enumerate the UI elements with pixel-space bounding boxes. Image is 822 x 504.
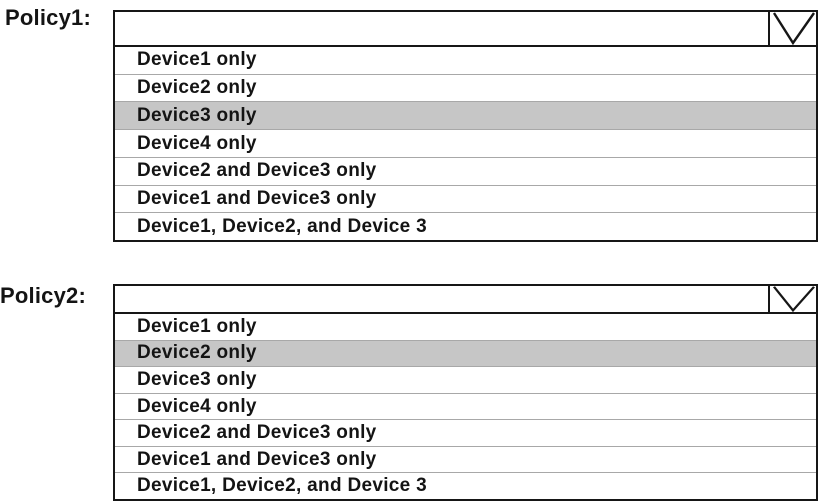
dropdown-arrow-icon xyxy=(772,286,815,312)
policy1-option-device3-only[interactable]: Device3 only xyxy=(115,101,816,130)
policy2-option-device3-only[interactable]: Device3 only xyxy=(115,366,816,393)
policy2-dropdown-header[interactable] xyxy=(115,286,816,314)
policy1-dropdown-header[interactable] xyxy=(115,12,816,47)
policy2-option-device1-and-device3[interactable]: Device1 and Device3 only xyxy=(115,445,816,473)
policy1-option-device1-device2-device3[interactable]: Device1, Device2, and Device 3 xyxy=(115,212,816,241)
policy1-option-device1-and-device3[interactable]: Device1 and Device3 only xyxy=(115,184,816,213)
policy1-label: Policy1: xyxy=(5,5,91,30)
policy1-dropdown-button[interactable] xyxy=(768,12,816,45)
policy2-label: Policy2: xyxy=(0,283,86,308)
dropdown-arrow-icon xyxy=(772,12,815,45)
policy1-option-device2-and-device3[interactable]: Device2 and Device3 only xyxy=(115,156,816,185)
policy2-option-device4-only[interactable]: Device4 only xyxy=(115,392,816,420)
policy2-options-list: Device1 only Device2 only Device3 only D… xyxy=(115,314,816,500)
policy2-option-device2-and-device3[interactable]: Device2 and Device3 only xyxy=(115,419,816,446)
policy1-option-device1-only[interactable]: Device1 only xyxy=(115,47,816,74)
policy1-option-device2-only[interactable]: Device2 only xyxy=(115,73,816,102)
policy1-option-device4-only[interactable]: Device4 only xyxy=(115,129,816,157)
policy2-option-device2-only[interactable]: Device2 only xyxy=(115,339,816,367)
policy1-options-list: Device1 only Device2 only Device3 only D… xyxy=(115,47,816,241)
policy1-dropdown: Device1 only Device2 only Device3 only D… xyxy=(113,10,818,242)
policy2-dropdown: Device1 only Device2 only Device3 only D… xyxy=(113,284,818,501)
policy2-option-device1-only[interactable]: Device1 only xyxy=(115,314,816,340)
policy2-dropdown-button[interactable] xyxy=(768,286,816,312)
policy2-option-device1-device2-device3[interactable]: Device1, Device2, and Device 3 xyxy=(115,472,816,500)
